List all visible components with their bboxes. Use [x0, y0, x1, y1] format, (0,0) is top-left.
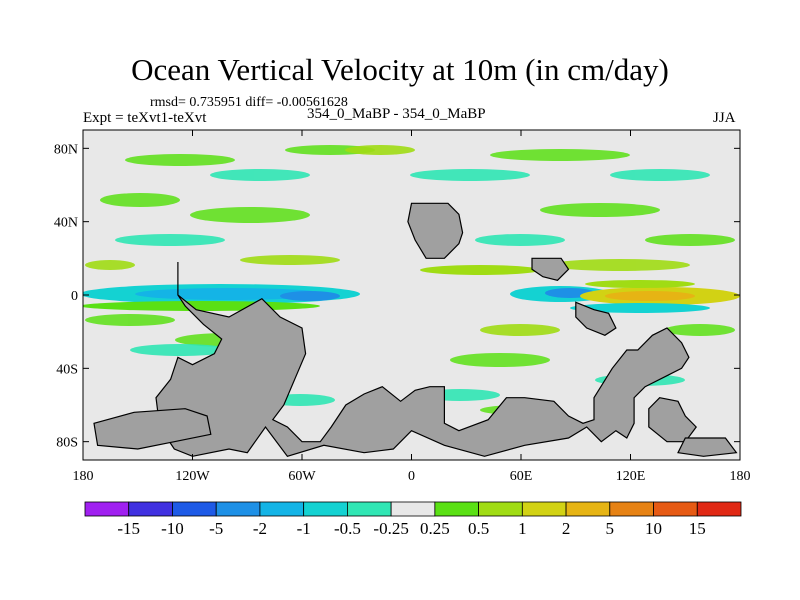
- y-tick-label: 80N: [54, 142, 78, 157]
- y-tick-label: 0: [71, 289, 78, 304]
- colorbar-swatch: [565, 501, 611, 517]
- colorbar-label: 10: [645, 519, 662, 538]
- colorbar-label: -1: [297, 519, 311, 538]
- x-tick-label: 60E: [510, 469, 533, 484]
- land-ant-e: [677, 437, 738, 457]
- land-arabia: [575, 301, 617, 336]
- x-tick-label: 0: [408, 469, 415, 484]
- x-axis-ticks: 180 120W 60W 0 60E 120E 180: [73, 130, 751, 484]
- colorbar-swatch: [346, 501, 392, 517]
- land-island: [531, 257, 570, 281]
- colorbar: [84, 501, 742, 517]
- y-tick-label: 80S: [56, 436, 78, 451]
- colorbar-label: -10: [161, 519, 184, 538]
- chart-title: Ocean Vertical Velocity at 10m (in cm/da…: [131, 52, 669, 87]
- colorbar-label: -0.5: [334, 519, 361, 538]
- colorbar-swatch: [303, 501, 348, 517]
- y-axis-ticks: 80N 40N 0 40S 80S: [54, 142, 740, 451]
- x-tick-label: 120E: [616, 469, 646, 484]
- colorbar-swatch: [172, 501, 217, 517]
- colorbar-label: -5: [209, 519, 223, 538]
- colorbar-swatch: [478, 501, 523, 517]
- colorbar-label: 0.25: [420, 519, 450, 538]
- x-tick-label: 180: [730, 469, 751, 484]
- colorbar-label: 0.5: [468, 519, 489, 538]
- colorbar-label: 2: [562, 519, 571, 538]
- land-masses: [93, 202, 738, 457]
- x-tick-label: 120W: [175, 469, 210, 484]
- y-tick-label: 40S: [56, 362, 78, 377]
- colorbar-swatch: [609, 501, 654, 517]
- colorbar-swatch: [521, 501, 567, 517]
- colorbar-labels: -15 -10 -5 -2 -1 -0.5 -0.25 0.25 0.5 1 2 5 10 15: [117, 519, 705, 538]
- colorbar-swatch: [259, 501, 305, 517]
- colorbar-swatch: [215, 501, 261, 517]
- colorbar-label: -2: [253, 519, 267, 538]
- colorbar-swatch: [653, 501, 698, 517]
- cases-label: 354_0_MaBP - 354_0_MaBP: [307, 106, 486, 122]
- colorbar-swatch: [696, 501, 742, 517]
- x-tick-label: 180: [73, 469, 94, 484]
- colorbar-label: 5: [606, 519, 615, 538]
- colorbar-swatch: [390, 501, 436, 517]
- colorbar-label: 1: [518, 519, 527, 538]
- land-greenland: [407, 202, 464, 259]
- x-tick-label: 60W: [288, 469, 316, 484]
- y-tick-label: 40N: [54, 216, 78, 231]
- colorbar-label: 15: [689, 519, 706, 538]
- stats-line: rmsd= 0.735951 diff= -0.00561628: [150, 95, 348, 110]
- colorbar-label: -15: [117, 519, 140, 538]
- colorbar-swatch: [128, 501, 173, 517]
- experiment-label: Expt = teXvt1-teXvt: [83, 110, 207, 126]
- season-label: JJA: [713, 110, 736, 126]
- colorbar-label: -0.25: [373, 519, 408, 538]
- colorbar-swatch: [434, 501, 480, 517]
- colorbar-swatch: [84, 501, 130, 517]
- land-ant-w: [93, 408, 212, 450]
